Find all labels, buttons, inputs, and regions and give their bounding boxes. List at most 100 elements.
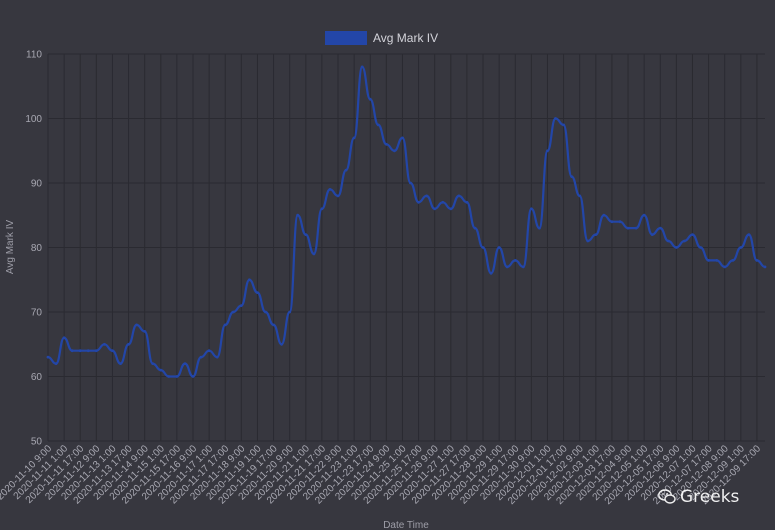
y-tick-label: 100 [25, 114, 42, 125]
data-point [296, 213, 300, 217]
data-point [642, 213, 646, 217]
data-point [70, 349, 74, 353]
y-tick-label: 90 [31, 179, 43, 190]
data-point [199, 355, 203, 359]
data-point [272, 323, 275, 327]
data-point [538, 226, 541, 230]
data-point [352, 136, 356, 140]
data-point [304, 233, 308, 237]
legend-swatch [325, 31, 367, 45]
data-point [666, 239, 670, 243]
data-point [376, 123, 380, 127]
data-point [409, 181, 412, 185]
y-axis-ticks: 50 60 70 80 90 100 110 [25, 50, 42, 448]
data-point [280, 342, 283, 346]
data-point [465, 200, 469, 204]
data-point [747, 233, 751, 237]
legend-label: Avg Mark IV [373, 31, 438, 45]
data-point [385, 142, 388, 146]
data-point [119, 362, 122, 365]
y-tick-label: 60 [31, 372, 43, 383]
data-point [691, 233, 694, 237]
data-point [336, 194, 340, 198]
data-point [151, 362, 155, 365]
data-point [554, 117, 557, 120]
data-point [497, 246, 501, 249]
series-line [47, 65, 766, 378]
data-point [54, 362, 58, 365]
data-point [530, 207, 533, 211]
data-point [248, 278, 251, 282]
data-point [401, 136, 404, 140]
data-point [586, 239, 590, 243]
data-point [320, 207, 324, 211]
data-point [489, 271, 493, 275]
data-point [658, 226, 662, 230]
data-point [143, 330, 147, 333]
data-point [231, 310, 235, 314]
data-point [441, 200, 445, 204]
data-point [602, 213, 606, 217]
data-point [578, 194, 582, 198]
data-point [755, 259, 759, 262]
wechat-icon [658, 489, 676, 504]
x-axis-label: Date Time [383, 520, 429, 530]
data-point [473, 226, 477, 230]
data-point [610, 220, 614, 224]
data-point [562, 123, 565, 127]
data-point [360, 65, 364, 69]
data-point [256, 291, 259, 294]
data-point [127, 342, 130, 346]
data-point [650, 233, 654, 237]
y-axis-label: Avg Mark IV [5, 220, 16, 275]
y-tick-label: 110 [26, 50, 42, 61]
data-point [191, 375, 195, 378]
data-point [715, 259, 719, 262]
data-point [521, 265, 525, 269]
data-point [417, 200, 420, 204]
data-point [433, 207, 437, 211]
data-point [111, 349, 114, 353]
data-point [546, 149, 549, 153]
data-point [78, 349, 82, 353]
data-point [513, 259, 517, 262]
data-point [393, 149, 396, 153]
data-point [215, 355, 219, 359]
data-point [94, 349, 98, 353]
data-point [207, 349, 211, 353]
data-point [505, 265, 509, 269]
data-point [312, 252, 316, 256]
data-point [288, 310, 292, 314]
data-point [594, 233, 598, 237]
data-point [699, 246, 702, 249]
data-point [481, 246, 485, 249]
series-layer [46, 65, 767, 378]
data-point [86, 349, 90, 353]
data-point [723, 265, 727, 269]
data-point [368, 97, 372, 101]
data-point [103, 342, 106, 346]
watermark: Greeks [658, 487, 739, 507]
grid-lines [47, 53, 765, 442]
data-point [731, 259, 735, 262]
data-point [449, 207, 453, 211]
data-point [135, 323, 139, 327]
data-point [46, 355, 50, 359]
data-point [763, 265, 767, 269]
data-point [634, 226, 638, 230]
data-point [264, 310, 267, 314]
data-point [344, 168, 348, 172]
data-point [570, 175, 574, 179]
data-point [618, 220, 622, 224]
watermark-text: Greeks [680, 487, 740, 507]
data-point [62, 336, 66, 340]
data-point [739, 246, 743, 249]
data-point [626, 226, 630, 230]
data-point [707, 259, 710, 262]
legend[interactable]: Avg Mark IV [325, 31, 438, 45]
data-point [239, 304, 243, 307]
data-point [675, 246, 678, 249]
y-tick-label: 50 [31, 437, 43, 448]
